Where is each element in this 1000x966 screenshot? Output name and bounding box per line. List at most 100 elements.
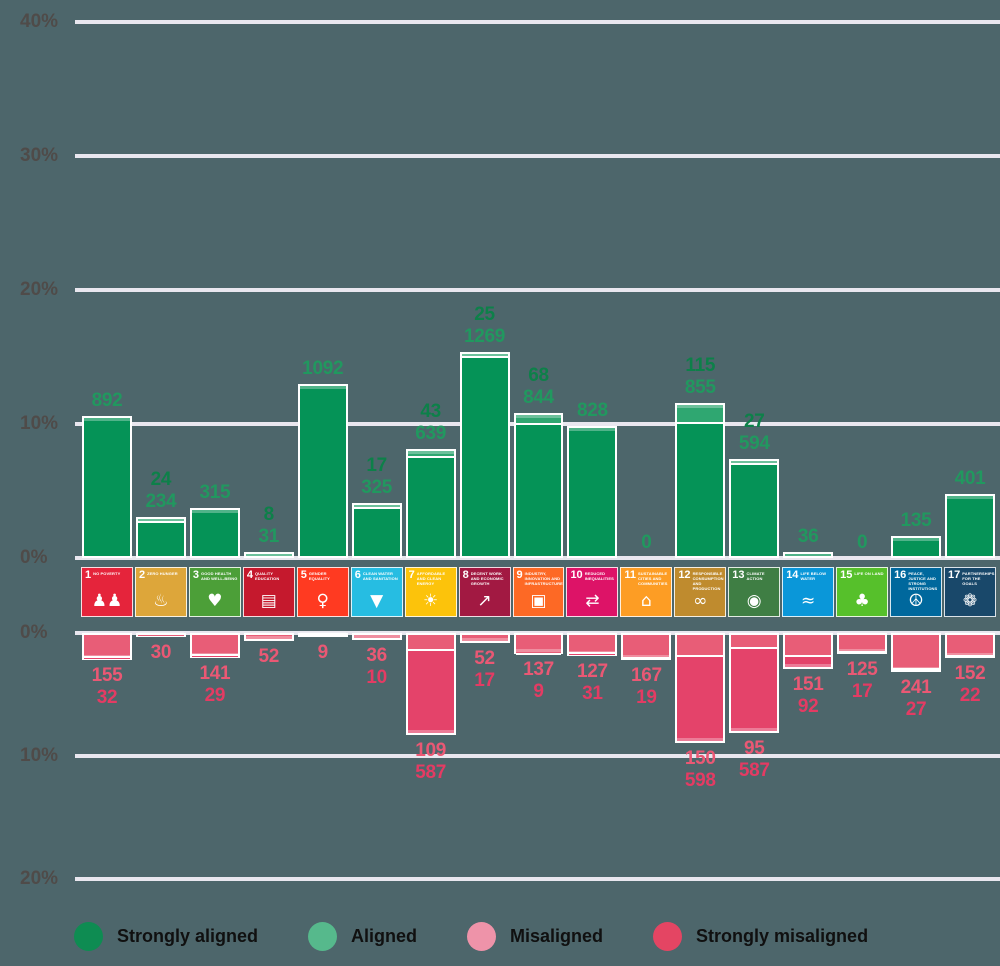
sdg5-gender-icon: ♀	[316, 591, 329, 611]
misaligned-value-labels-sdg11: 167 19	[630, 665, 662, 709]
misaligned-bar-sdg13	[729, 633, 780, 733]
segment-divider	[137, 520, 184, 523]
bar-highlight	[245, 553, 292, 557]
sdg-column-2: 24 234 2 Zero Hunger ♨ 30	[134, 22, 188, 902]
strongly-aligned-segment	[191, 509, 238, 556]
misaligned-value-labels-sdg6: 36 10	[366, 644, 387, 688]
aligned-bar-sdg13	[729, 458, 780, 558]
sdg-title: Good Health and Well-Being	[201, 571, 238, 581]
aligned-value-labels-sdg3: 315	[199, 481, 231, 503]
bar-highlight	[353, 505, 400, 509]
sdg-title: Affordable and Clean Energy	[416, 571, 446, 586]
legend-item-strongly-aligned: Strongly aligned	[74, 922, 258, 951]
sdg-column-14: 36 14 Life Below Water ≈151 92	[781, 22, 835, 902]
gridline-up-30	[75, 154, 1000, 158]
sdg17-rings-icon: ❁	[962, 591, 978, 611]
sdg-tile-header: 14 Life Below Water	[786, 569, 831, 582]
sdg-tile-6: 6 Clean Water and Sanitation ▼	[350, 567, 403, 617]
legend-label: Strongly misaligned	[696, 926, 869, 946]
bar-highlight	[785, 663, 832, 667]
bar-highlight	[407, 729, 454, 733]
aligned-value-labels-sdg5: 1092	[302, 357, 344, 379]
sdg-tile-header: 1 No Poverty	[85, 570, 130, 581]
sdg-number: 8	[462, 569, 469, 581]
sdg-number: 9	[516, 569, 523, 581]
strongly-misaligned-segment	[84, 657, 130, 659]
aligned-value-labels-sdg15: 0	[856, 532, 868, 553]
sdg-title: Life Below Water	[800, 571, 827, 581]
bar-highlight	[839, 648, 886, 652]
sdg9-cubes-icon: ▣	[530, 591, 547, 611]
misaligned-segment	[407, 635, 454, 649]
bar-highlight	[515, 649, 562, 653]
axis-tick-up-30: 30%	[20, 145, 59, 166]
sdg7-sun-icon: ☀	[422, 591, 439, 611]
bar-highlight	[299, 632, 346, 635]
sdg-title: Climate Action	[746, 571, 765, 581]
sdg-tile-header: 5 Gender Equality	[300, 569, 346, 582]
sdg-number: 6	[354, 569, 361, 581]
bar-highlight	[461, 353, 508, 357]
sdg15-tree-icon: ♣	[854, 591, 870, 611]
aligned-bar-sdg2	[135, 516, 186, 558]
aligned-value-labels-sdg13: 27 594	[738, 410, 770, 454]
misaligned-segment	[785, 635, 832, 656]
misaligned-bar-sdg10	[567, 633, 618, 657]
sdg-tile-header: 4 Quality Education	[246, 569, 292, 582]
misaligned-segment	[515, 635, 562, 654]
sdg-tile-header: 13 Climate Action	[732, 570, 777, 582]
aligned-value-labels-sdg7: 43 639	[415, 401, 446, 445]
gridline-down-10	[75, 754, 1000, 758]
misaligned-bar-sdg4	[243, 633, 294, 641]
segment-divider	[461, 640, 508, 643]
sdg-column-17: 401 17 Partnerships for the Goals ❁ 152 22	[943, 22, 997, 902]
sdg-number: 14	[786, 569, 799, 581]
gridline-down-20	[75, 877, 1000, 881]
sdg-tile-header: 15 Life on Land	[840, 570, 885, 581]
strongly-aligned-segment	[299, 385, 346, 556]
sdg-tile-header: 17 Partnerships for the Goals	[948, 570, 994, 587]
axis-tick-up-0: 0%	[20, 547, 48, 568]
legend-label: Strongly aligned	[117, 926, 259, 946]
segment-divider	[245, 555, 292, 558]
sdg-tile-header: 10 Reduced Inequalities	[570, 570, 615, 582]
aligned-segment	[245, 553, 292, 556]
sdg-column-8: 25 1269 8 Decent Work and Economic Growth ↗ 5…	[458, 22, 512, 902]
sdg6-water-drop-icon: ▼	[370, 591, 384, 611]
segment-divider	[785, 655, 832, 658]
legend-swatch-icon	[74, 922, 103, 951]
strongly-aligned-segment	[461, 357, 508, 556]
aligned-value-labels-sdg4: 8 31	[258, 503, 280, 547]
sdg4-book-icon: ▤	[260, 591, 277, 611]
bar-highlight	[947, 496, 993, 500]
sdg-number: 5	[300, 569, 307, 581]
segment-divider	[839, 651, 886, 654]
misaligned-value-labels-sdg10: 127 31	[577, 661, 608, 705]
sdg-number: 4	[246, 569, 253, 581]
sdg-column-5: 1092 5 Gender Equality ♀ 9	[296, 22, 350, 902]
sdg-tile-8: 8 Decent Work and Economic Growth ↗	[458, 567, 511, 617]
strongly-aligned-segment	[731, 465, 778, 556]
misaligned-value-labels-sdg3: 141 29	[199, 662, 231, 706]
sdg-tile-7: 7 Affordable and Clean Energy ☀	[404, 567, 457, 617]
sdg12-infinity-icon: ∞	[693, 591, 708, 611]
sdg3-heartbeat-icon: ♥	[207, 591, 223, 611]
sdg-number: 3	[192, 569, 199, 581]
strongly-misaligned-segment	[569, 653, 616, 655]
sdg-tile-header: 11 Sustainable Cities and Communities	[624, 570, 669, 587]
sdg2-bowl-icon: ♨	[153, 591, 169, 611]
segment-divider	[731, 646, 778, 649]
sdg-title: Life on Land	[854, 571, 884, 576]
sdg-tile-17: 17 Partnerships for the Goals ❁	[944, 567, 996, 617]
segment-divider	[407, 456, 454, 459]
aligned-value-labels-sdg1: 892	[91, 389, 123, 411]
aligned-value-labels-sdg8: 25 1269	[463, 303, 506, 347]
aligned-segment	[677, 405, 724, 422]
segment-divider	[515, 653, 562, 656]
aligned-segment	[407, 451, 454, 457]
segment-divider	[893, 668, 939, 671]
sdg-title: Peace, Justice and Strong Institutions	[908, 571, 938, 591]
sdg1-people-icon: ♟♟	[91, 591, 123, 611]
segment-divider	[731, 463, 778, 466]
aligned-bar-sdg14	[783, 552, 834, 558]
